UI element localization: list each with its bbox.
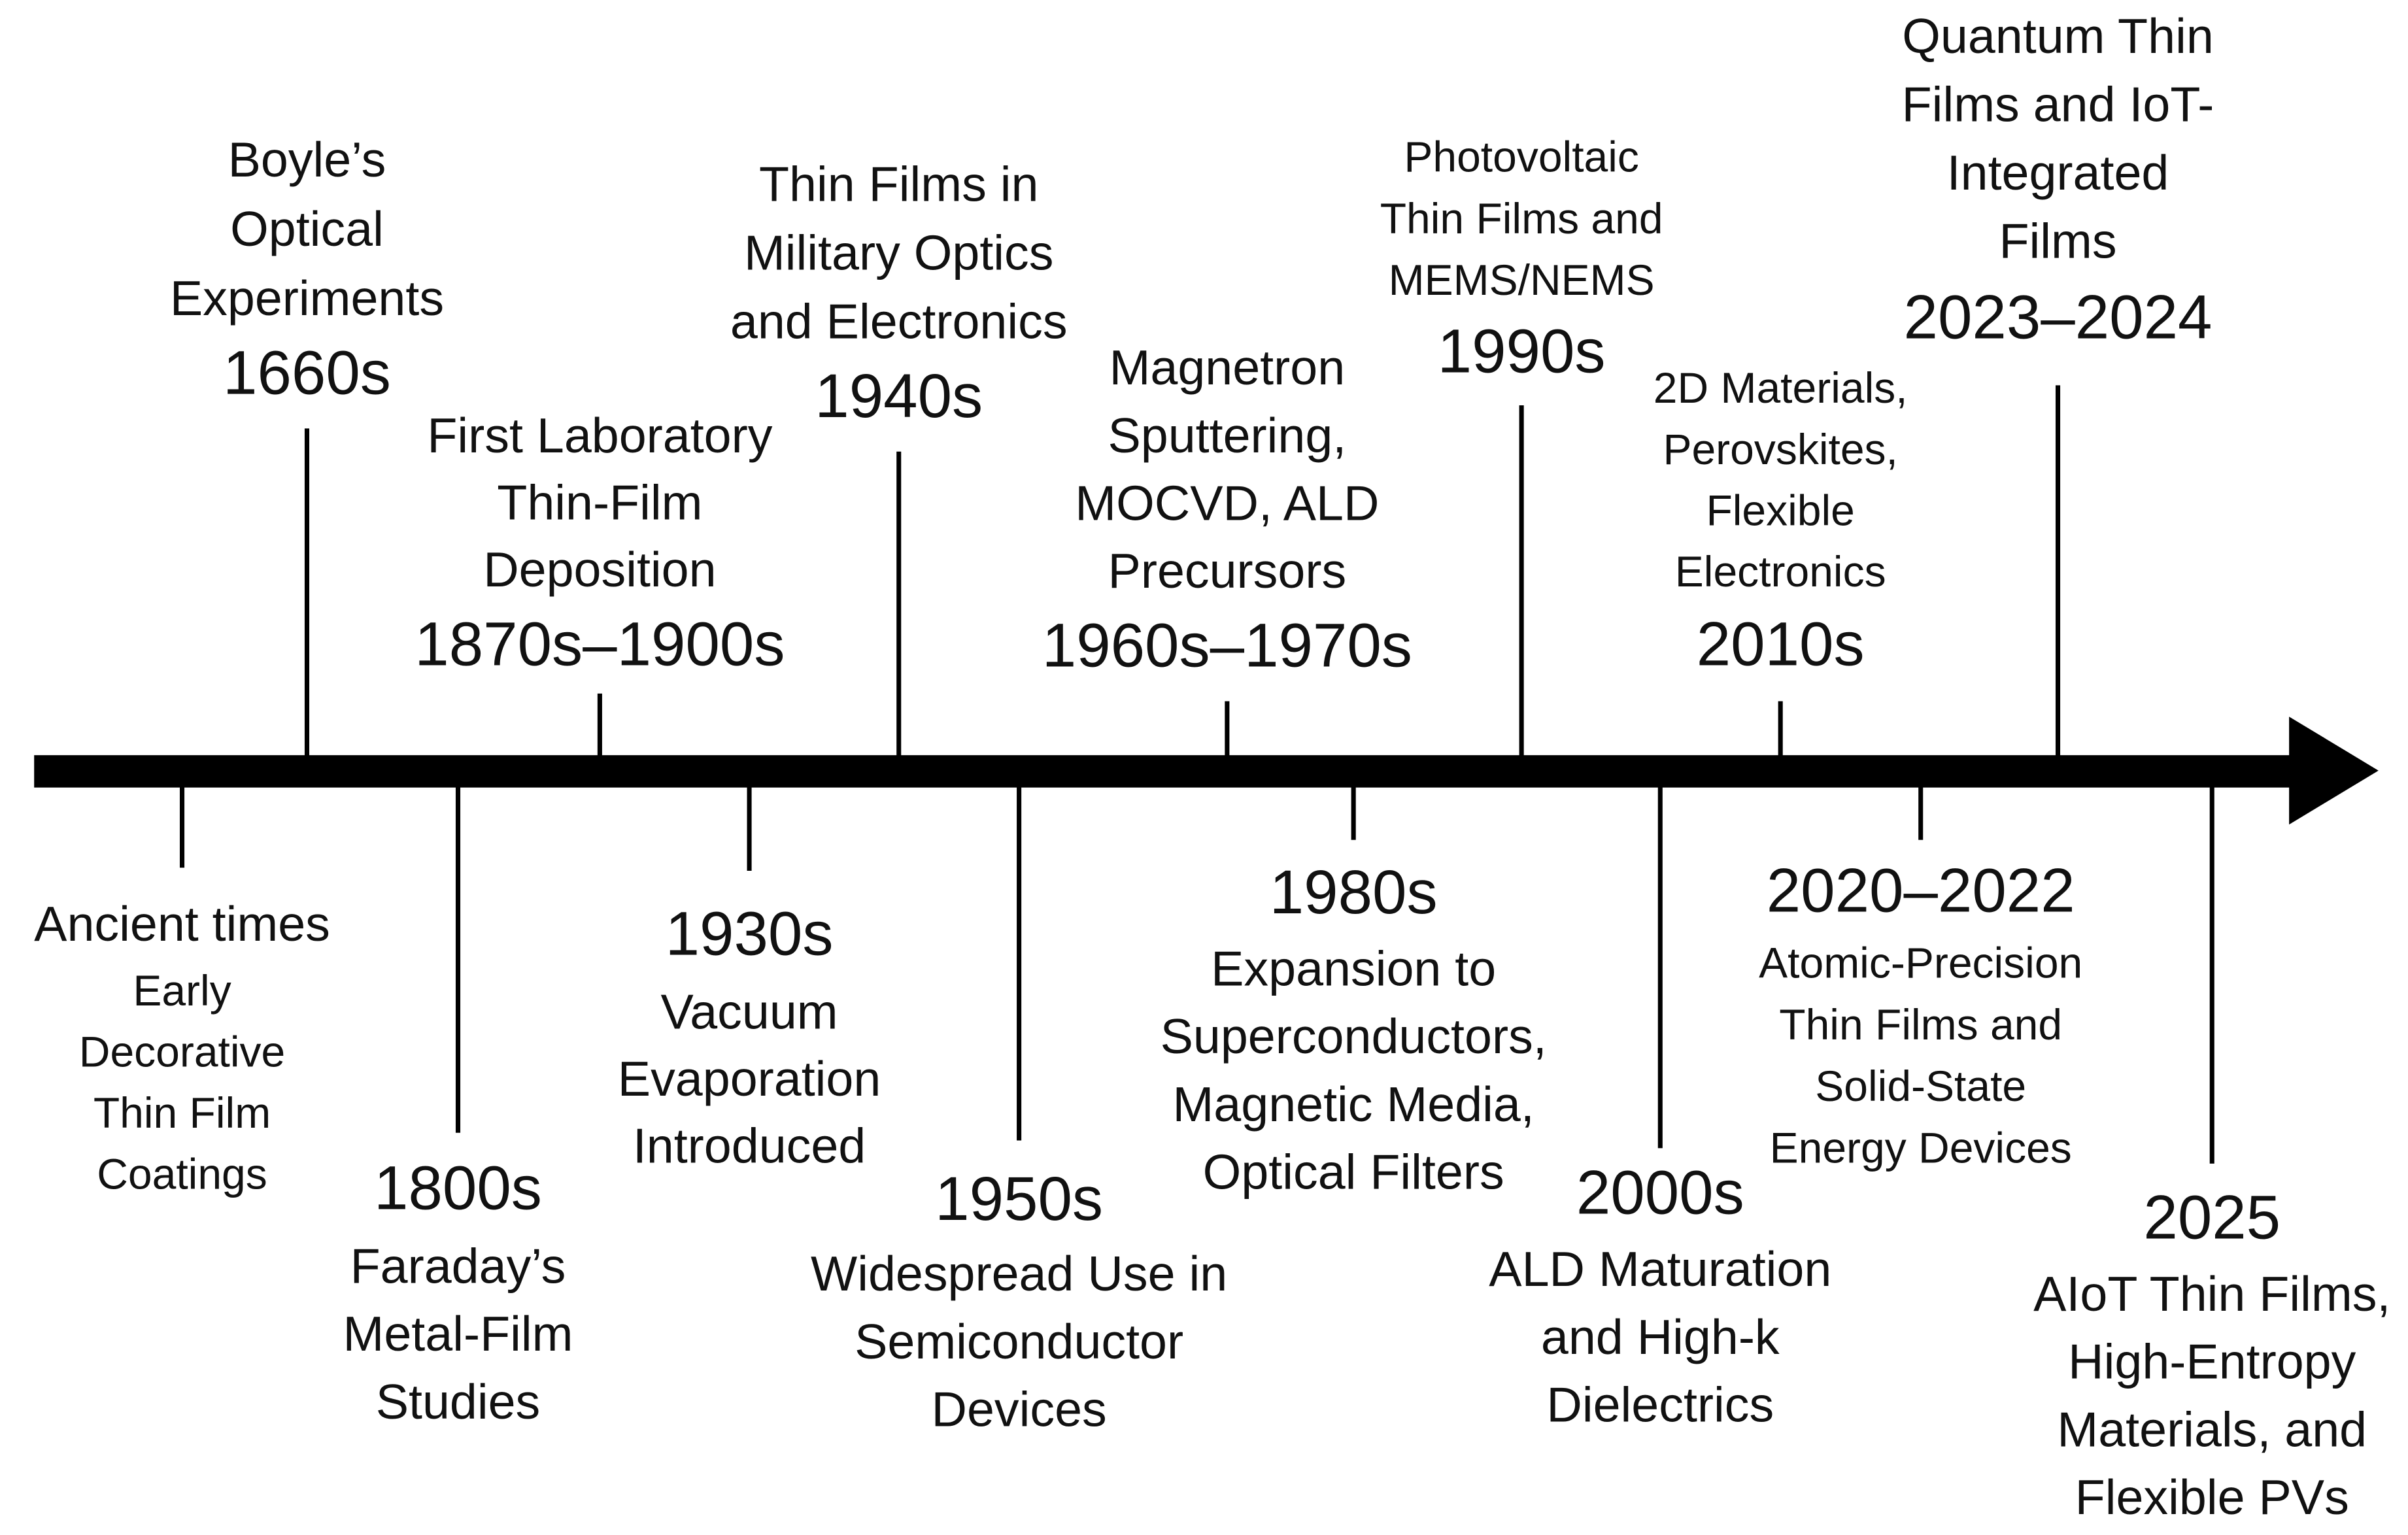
event-description: Introduced (633, 1119, 866, 1173)
event-description: Films (1999, 214, 2116, 269)
event-description: AIoT Thin Films, (2033, 1266, 2390, 1321)
event-description: Faraday’s (350, 1238, 566, 1293)
event-description: Deposition (483, 542, 716, 597)
event-description: Magnetic Media, (1172, 1077, 1534, 1132)
event-era: 2023–2024 (1904, 283, 2213, 352)
event-description: and High-k (1541, 1309, 1780, 1364)
timeline-arrowhead (2289, 717, 2379, 825)
event-era: 1870s–1900s (415, 609, 785, 678)
event-era: 1960s–1970s (1042, 611, 1412, 680)
event-description: Thin-Film (497, 475, 702, 530)
event-description: Thin Films and (1779, 1000, 2062, 1049)
event-description: Integrated (1947, 145, 2169, 200)
event-description: Evaporation (618, 1051, 881, 1106)
event-era: 1930s (666, 900, 834, 968)
event-era: 1660s (223, 338, 391, 407)
event-description: Thin Films in (759, 157, 1038, 212)
event-description: Devices (931, 1382, 1106, 1437)
event-description: Solid-State (1815, 1062, 2026, 1110)
event-description: Semiconductor (855, 1314, 1183, 1369)
event-description: Flexible (1706, 486, 1854, 534)
event-description: Thin Films and (1380, 194, 1663, 243)
event-description: Optical (230, 201, 384, 256)
event-description: Perovskites, (1663, 425, 1897, 473)
event-era: 2010s (1697, 609, 1865, 678)
event-description: Military Optics (744, 225, 1054, 280)
event-description: Early (133, 966, 231, 1015)
event-description: Energy Devices (1770, 1123, 2072, 1172)
event-description: Coatings (97, 1150, 267, 1198)
event-description: Optical Filters (1203, 1145, 1504, 1200)
event-era: 1980s (1270, 858, 1438, 926)
event-description: Precursors (1108, 543, 1347, 598)
event-era: 1800s (374, 1154, 542, 1223)
event-description: Metal-Film (343, 1306, 573, 1361)
event-description: MOCVD, ALD (1075, 476, 1379, 531)
event-description: and Electronics (730, 294, 1068, 348)
event-description: Experiments (170, 271, 444, 326)
event-description: Photovoltaic (1404, 133, 1639, 181)
event-description: Sputtering, (1108, 408, 1346, 463)
event-description: Decorative (79, 1028, 285, 1076)
event-description: Electronics (1675, 547, 1886, 596)
event-era: 1940s (815, 362, 983, 430)
event-description: Atomic-Precision (1759, 939, 2082, 987)
event-description: Superconductors, (1161, 1009, 1547, 1064)
event-description: High-Entropy (2068, 1334, 2356, 1389)
event-description: Quantum Thin (1902, 8, 2214, 63)
event-era: 1950s (935, 1164, 1103, 1233)
event-description: Magnetron (1110, 340, 1346, 395)
event-description: Dielectrics (1546, 1377, 1774, 1432)
event-description: Flexible PVs (2075, 1470, 2349, 1525)
event-description: 2D Materials, (1653, 363, 1908, 412)
event-description: Materials, and (2057, 1402, 2367, 1457)
event-era: Ancient times (34, 896, 330, 951)
event-description: ALD Maturation (1489, 1241, 1831, 1296)
event-description: Expansion to (1211, 941, 1496, 996)
event-description: Vacuum (661, 984, 838, 1039)
event-description: Thin Film (93, 1088, 271, 1137)
event-era: 2000s (1576, 1158, 1744, 1227)
event-description: Studies (376, 1374, 541, 1429)
event-era: 2025 (2143, 1183, 2281, 1251)
timeline-axis (34, 755, 2300, 788)
event-description: First Laboratory (427, 408, 772, 463)
event-description: Films and IoT- (1902, 77, 2214, 132)
event-description: Boyle’s (228, 132, 386, 187)
event-description: MEMS/NEMS (1389, 256, 1655, 304)
event-description: Widespread Use in (811, 1246, 1227, 1301)
event-era: 1990s (1438, 316, 1606, 385)
event-era: 2020–2022 (1767, 856, 2075, 925)
